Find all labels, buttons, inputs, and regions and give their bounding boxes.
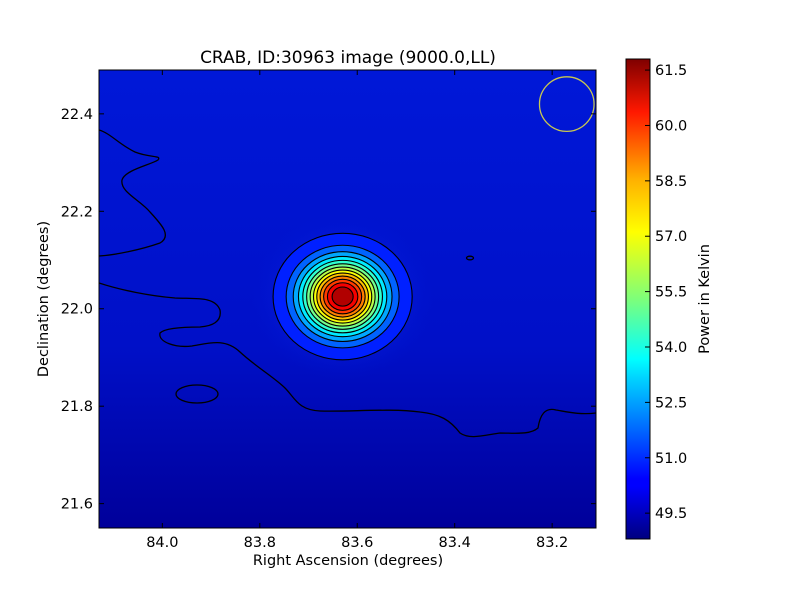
y-tick-label: 21.8: [61, 399, 93, 415]
colorbar-tick-label: 60.0: [655, 118, 687, 134]
colorbar-ticks: 49.5 51.0 52.5 54.0 55.5 57.0 58.5 60.0 61.5: [645, 63, 687, 522]
source-fill-band: [332, 286, 354, 307]
y-tick-label: 22.4: [61, 107, 93, 123]
source-contour: [302, 259, 383, 334]
colorbar-tick-label: 49.5: [655, 506, 687, 522]
y-tick-label: 22.2: [61, 204, 93, 220]
source-contours: [272, 232, 413, 361]
background-contour-island: [175, 384, 219, 404]
source-contour: [331, 286, 354, 307]
source-contour: [309, 266, 376, 327]
x-axis-label: Right Ascension (degrees): [253, 553, 443, 569]
x-tick-label: 83.8: [244, 535, 276, 551]
source-contour: [292, 251, 393, 343]
colorbar-tick-label: 57.0: [655, 229, 687, 245]
colorbar-tick-label: 58.5: [655, 174, 687, 190]
source-contour: [319, 275, 366, 318]
source-color-fills: [273, 233, 413, 360]
colorbar-tick-label: 61.5: [655, 63, 687, 79]
y-axis: 21.6 21.8 22.0 22.2 22.4: [61, 107, 596, 513]
x-axis: 84.0 83.8 83.6 83.4 83.2: [146, 70, 568, 551]
y-tick-label: 22.0: [61, 302, 93, 318]
colorbar-tick-label: 52.5: [655, 395, 687, 411]
background-contour-band: [99, 282, 596, 438]
x-tick-label: 83.2: [536, 535, 568, 551]
background-contours: [99, 129, 596, 438]
source-contour: [323, 278, 363, 315]
plot-frame: [98, 69, 597, 529]
source-contour: [326, 282, 359, 311]
x-tick-label: 83.6: [341, 535, 373, 551]
chart-title: CRAB, ID:30963 image (9000.0,LL): [200, 48, 496, 68]
y-axis-label: Declination (degrees): [36, 221, 52, 377]
background-contour-speck: [465, 255, 475, 261]
source-contour: [272, 232, 413, 361]
colorbar-tick-label: 55.5: [655, 285, 687, 301]
source-contour: [285, 244, 400, 349]
x-tick-label: 84.0: [146, 535, 178, 551]
y-tick-label: 21.6: [61, 497, 93, 513]
colorbar-tick-label: 54.0: [655, 340, 687, 356]
source-contour: [312, 269, 373, 324]
plot-area: [99, 70, 596, 528]
x-tick-label: 83.4: [439, 535, 471, 551]
source-contour: [316, 272, 369, 321]
source-contour: [297, 255, 388, 338]
colorbar-gradient: [625, 58, 651, 540]
colorbar: 49.5 51.0 52.5 54.0 55.5 57.0 58.5 60.0 61.5 Pow…: [625, 58, 713, 540]
colorbar-tick-label: 51.0: [655, 451, 687, 467]
beam-circle: [538, 76, 595, 133]
background-contour-upper-left: [99, 129, 166, 257]
colorbar-label: Power in Kelvin: [697, 244, 713, 354]
source-contour: [306, 263, 380, 330]
